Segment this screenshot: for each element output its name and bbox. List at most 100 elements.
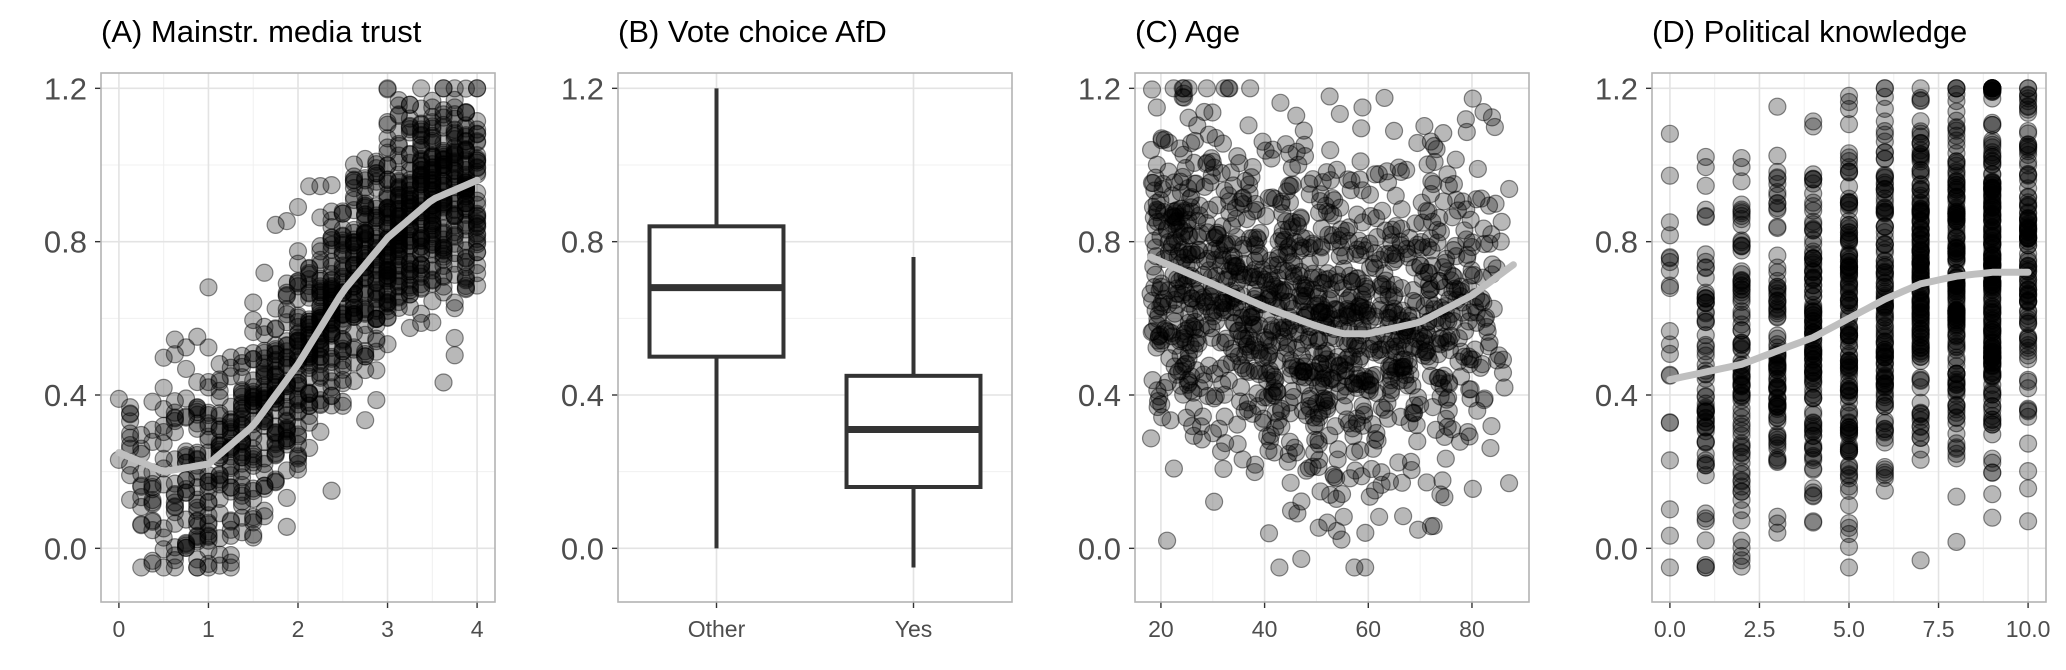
scatter-point [356, 280, 375, 299]
scatter-point [344, 223, 364, 242]
scatter-point [311, 271, 330, 291]
scatter-point [1839, 438, 1859, 457]
scatter-point [300, 259, 319, 278]
scatter-point [199, 405, 218, 425]
scatter-point [333, 316, 352, 335]
scatter-point [1404, 404, 1423, 423]
x-tick-label: 40 [1252, 616, 1278, 642]
scatter-point [221, 348, 240, 367]
scatter-point [333, 305, 352, 324]
scatter-point [176, 483, 196, 502]
scatter-point [1804, 483, 1823, 502]
scatter-point [1215, 407, 1234, 426]
scatter-point [344, 353, 364, 372]
scatter-point [255, 358, 274, 377]
scatter-point [244, 489, 263, 509]
scatter-point [400, 176, 420, 195]
scatter-point [1230, 392, 1250, 411]
scatter-point [1875, 378, 1894, 397]
scatter-point [266, 424, 285, 443]
scatter-point [1215, 79, 1234, 98]
scatter-point [467, 226, 487, 245]
scatter-point [434, 208, 453, 227]
scatter-point [1839, 99, 1859, 119]
scatter-point [389, 256, 408, 275]
scatter-point [389, 199, 408, 219]
scatter-point [389, 136, 408, 155]
scatter-point [2018, 462, 2038, 481]
scatter-point [1227, 227, 1246, 247]
scatter-point [244, 396, 263, 415]
scatter-point [378, 269, 397, 288]
scatter-point [199, 417, 218, 436]
scatter-point [1768, 523, 1787, 542]
scatter-point [378, 258, 397, 277]
scatter-point [1213, 134, 1233, 153]
scatter-point [434, 244, 453, 263]
x-tick-label: 4 [471, 616, 484, 642]
scatter-point [1468, 401, 1487, 420]
scatter-point [2018, 331, 2038, 351]
scatter-point [434, 108, 453, 127]
scatter-point [1154, 289, 1174, 308]
scatter-point [367, 166, 386, 186]
scatter-point [300, 384, 319, 403]
scatter-point [1173, 240, 1193, 259]
scatter-point [412, 215, 431, 234]
scatter-point [1185, 131, 1205, 151]
scatter-point [288, 376, 308, 396]
scatter-point [176, 533, 196, 553]
scatter-point [1340, 469, 1360, 488]
x-tick-label: 1 [202, 616, 215, 642]
scatter-point [456, 103, 475, 123]
scatter-point [300, 393, 319, 412]
scatter-point [165, 474, 184, 493]
scatter-point [244, 322, 263, 342]
scatter-point [1147, 338, 1166, 357]
scatter-point [232, 353, 252, 373]
scatter-point [1768, 168, 1787, 187]
scatter-point [300, 438, 319, 458]
y-tick-label: 1.2 [44, 71, 87, 106]
scatter-point [423, 158, 442, 177]
x-tick-label: 80 [1459, 616, 1485, 642]
scatter-point [378, 174, 397, 193]
scatter-point [344, 236, 364, 255]
scatter-point [1947, 396, 1966, 415]
scatter-point [400, 109, 420, 128]
scatter-point [277, 285, 296, 305]
scatter-point [333, 332, 352, 351]
scatter-point [467, 206, 487, 225]
scatter-point [154, 475, 173, 494]
panel-vote-choice: (B) Vote choice AfD 0.0 0.4 0.8 1.2 Other Yes [561, 14, 1013, 642]
scatter-point [1275, 318, 1294, 337]
scatter-point [300, 413, 319, 432]
scatter-point [322, 324, 341, 343]
scatter-point [1875, 79, 1894, 98]
scatter-point [389, 286, 408, 306]
scatter-point [389, 178, 408, 197]
scatter-point [311, 296, 330, 315]
scatter-point [277, 283, 296, 302]
scatter-point [1330, 246, 1349, 266]
scatter-point [434, 201, 453, 221]
scatter-point [232, 454, 252, 473]
scatter-point [1696, 207, 1715, 226]
scatter-point [467, 151, 487, 170]
scatter-point [367, 152, 386, 171]
scatter-point [311, 366, 330, 386]
scatter-point [389, 172, 408, 191]
scatter-point [266, 366, 285, 385]
scatter-point [456, 141, 475, 160]
scatter-point [1839, 381, 1859, 400]
scatter-point [1947, 424, 1966, 443]
scatter-point [143, 511, 162, 530]
scatter-point [255, 449, 274, 468]
scatter-point [2018, 314, 2038, 333]
scatter-point [1804, 117, 1823, 136]
scatter-point [143, 392, 162, 411]
scatter-point [389, 201, 408, 220]
scatter-point [412, 135, 431, 155]
scatter-point [232, 443, 252, 462]
